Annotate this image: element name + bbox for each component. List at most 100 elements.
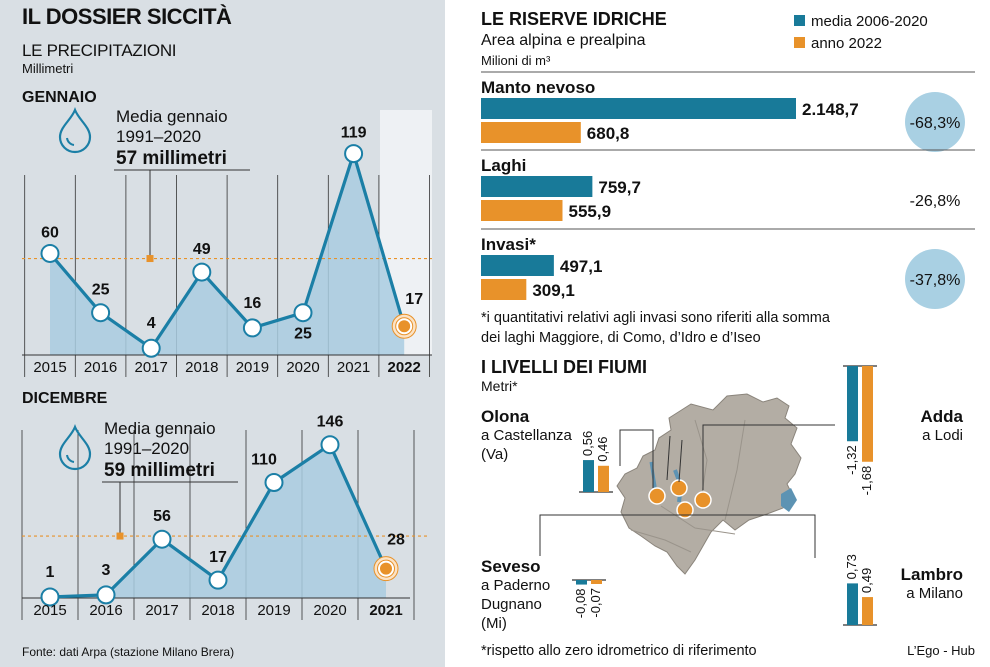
river-name: Seveso (481, 557, 541, 576)
precipitation-charts: 60 2015 25 2016 4 2017 49 2018 16 2019 25 2020 119 20… (21, 89, 432, 620)
river-location-marker (648, 487, 666, 505)
value-label: 3 (102, 562, 111, 579)
water-drop-icon (58, 424, 92, 471)
rainfall-area (50, 444, 386, 598)
month-title: GENNAIO (22, 89, 97, 106)
year-label: 2015 (33, 359, 66, 376)
river-path (724, 419, 746, 521)
average-label-line: 1991–2020 (116, 127, 201, 146)
legend-label: anno 2022 (811, 35, 882, 52)
river-bar-anno (591, 580, 602, 584)
average-label-value: 59 millimetri (104, 460, 215, 481)
highlight-point (398, 320, 411, 333)
value-label: 17 (405, 291, 423, 308)
river-bar-media (576, 580, 587, 585)
data-point (320, 435, 340, 455)
river-bar-anno (862, 597, 873, 625)
data-point (264, 473, 284, 492)
average-label-line: Media gennaio (104, 419, 216, 438)
rivers-unit: Metri* (481, 378, 518, 394)
bar-media-label: 759,7 (598, 178, 641, 197)
water-drop-shine (66, 454, 75, 463)
river-bar-media (847, 583, 858, 625)
leader-line (619, 429, 654, 488)
year-label: 2020 (286, 359, 319, 376)
bar-2022-label: 555,9 (568, 202, 611, 221)
river-bar-label: 0,46 (595, 436, 610, 461)
month-title: DICEMBRE (22, 390, 108, 407)
river-bar-media (847, 366, 858, 442)
leader-line (539, 514, 816, 558)
river-place: a Milano (906, 585, 963, 602)
legend-swatch (794, 37, 805, 48)
source-note: Fonte: dati Arpa (stazione Milano Brera) (22, 645, 235, 659)
data-point (192, 262, 212, 282)
bar-media-label: 497,1 (560, 257, 603, 276)
rainfall-line (48, 152, 406, 350)
change-label: -26,8% (910, 193, 961, 210)
precipitation-unit: Millimetri (22, 61, 74, 76)
year-label: 2022 (388, 359, 421, 376)
value-label: 4 (147, 315, 156, 332)
river-bar-anno (862, 366, 873, 462)
value-label: 25 (92, 282, 110, 299)
average-label-line: Media gennaio (116, 107, 228, 126)
value-label: 17 (209, 549, 227, 566)
value-label: 28 (387, 532, 405, 549)
data-point (208, 570, 228, 590)
river-name: Lambro (901, 565, 963, 584)
bar-media (481, 98, 796, 119)
value-label: 16 (244, 295, 262, 312)
leader-line (702, 424, 835, 490)
year-label: 2018 (201, 602, 234, 619)
value-label: 1 (46, 564, 55, 581)
river-place: (Va) (481, 446, 508, 463)
legend-swatch (794, 15, 805, 26)
line-chart-1: 1 2015 3 2016 56 2017 17 2018 110 2019 146 2020 28 20… (21, 390, 430, 620)
year-label: 2018 (185, 359, 218, 376)
river-place: (Mi) (481, 615, 507, 632)
precipitation-panel: IL DOSSIER SICCITÀ LE PRECIPITAZIONI Mil… (0, 0, 445, 667)
river-place: Dugnano (481, 596, 542, 613)
change-label: -68,3% (910, 115, 961, 132)
river-bar-label: -1,68 (859, 466, 874, 496)
year-label: 2017 (135, 359, 168, 376)
rainfall-area (50, 153, 405, 355)
average-label-value: 57 millimetri (116, 148, 227, 169)
category-name: Laghi (481, 156, 526, 175)
river-bar-label: 0,49 (859, 568, 874, 593)
category-name: Invasi* (481, 235, 536, 254)
highlight-point (380, 562, 392, 575)
reserves-chart: LE RISERVE IDRICHE Area alpina e prealpin… (481, 9, 975, 346)
value-label: 110 (251, 452, 277, 469)
bar-2022 (481, 200, 563, 221)
water-drop-icon (58, 107, 92, 154)
bar-2022 (481, 279, 527, 300)
river-place: a Castellanza (481, 427, 573, 444)
data-point (40, 243, 60, 263)
line-chart-0: 60 2015 25 2016 4 2017 49 2018 16 2019 25 2020 119 20… (22, 89, 432, 377)
year-label: 2016 (89, 602, 122, 619)
river-bar-label: -0,07 (588, 588, 603, 618)
lake-garda (781, 488, 797, 512)
rivers-note: *rispetto allo zero idrometrico di rifer… (481, 643, 757, 659)
data-point (96, 585, 116, 605)
reserves-unit: Milioni di m³ (481, 53, 551, 68)
year-label: 2016 (84, 359, 117, 376)
river-location-marker (694, 491, 712, 509)
reserves-note: dei laghi Maggiore, di Como, d’Idro e d’… (481, 330, 761, 346)
river-bar-anno (598, 465, 609, 492)
data-point (152, 529, 172, 549)
change-circle (905, 92, 965, 152)
data-point (293, 303, 313, 323)
year-label: 2021 (337, 359, 370, 376)
precipitation-heading: LE PRECIPITAZIONI (22, 41, 177, 60)
river-place: a Paderno (481, 577, 550, 594)
bar-2022-label: 309,1 (532, 281, 575, 300)
reserves-subtitle: Area alpina e prealpina (481, 32, 646, 49)
data-point (242, 318, 262, 338)
change-circle (905, 249, 965, 309)
river-bar-label: 0,73 (844, 554, 859, 579)
